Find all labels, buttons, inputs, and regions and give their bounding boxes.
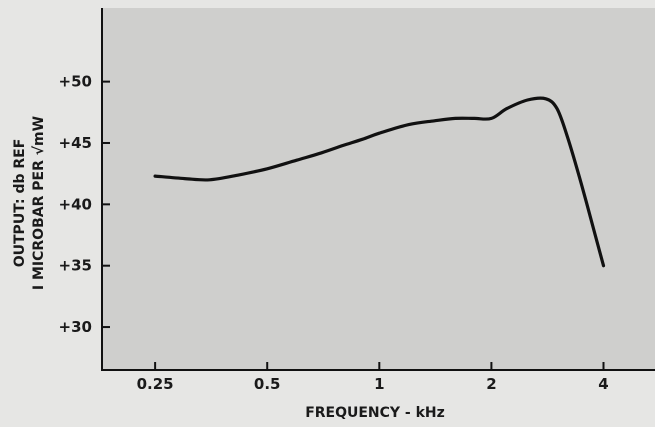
x-tick-label: 0.25 (137, 375, 174, 393)
y-axis-title-line2: I MICROBAR PER √mW (31, 116, 47, 290)
x-tick-label: 0.5 (254, 375, 281, 393)
y-ticks: +30 +35 +40 +45 +50 (59, 73, 110, 336)
y-tick-label: +40 (59, 195, 92, 213)
y-tick-label: +45 (59, 134, 92, 152)
y-tick-label: +30 (59, 318, 92, 336)
y-axis-title-line1: OUTPUT: db REF (12, 139, 28, 268)
x-tick-label: 1 (374, 375, 384, 393)
response-curve (153, 96, 606, 268)
y-tick-label: +35 (59, 257, 92, 275)
plot-area (102, 8, 655, 370)
y-tick-label: +50 (59, 73, 92, 91)
x-axis-title: FREQUENCY - kHz (305, 405, 445, 421)
x-tick-label: 2 (486, 375, 496, 393)
x-tick-label: 4 (598, 375, 608, 393)
x-ticks: 0.25 0.5 1 2 4 (137, 362, 609, 393)
